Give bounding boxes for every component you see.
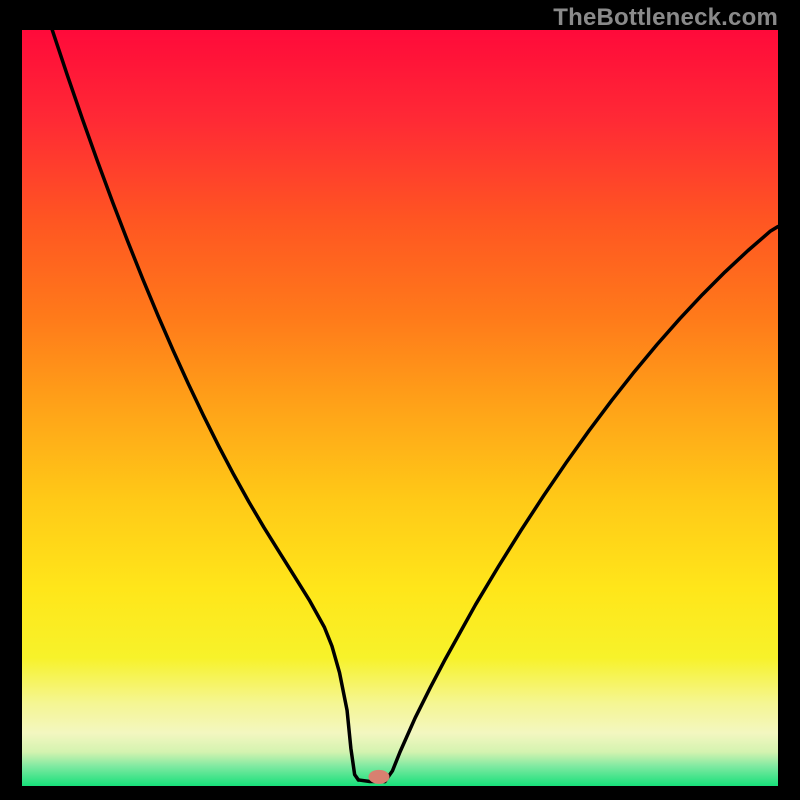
- curve-left-branch: [52, 30, 358, 780]
- plot-area: [22, 30, 778, 782]
- curve-layer: [22, 30, 778, 786]
- chart-frame: TheBottleneck.com: [0, 0, 800, 800]
- curve-right-branch: [385, 227, 778, 782]
- watermark-text: TheBottleneck.com: [553, 4, 778, 32]
